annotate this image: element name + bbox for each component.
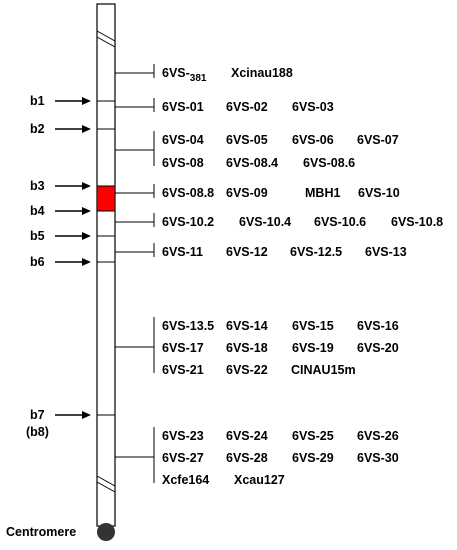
marker-label: 6VS-14	[226, 319, 268, 333]
marker-label: 6VS-18	[226, 341, 268, 355]
breakpoint-label-b4: b4	[30, 204, 45, 218]
breakpoint-label-b2: b2	[30, 122, 45, 136]
marker-label: 6VS-05	[226, 133, 268, 147]
marker-group	[115, 64, 155, 78]
chromosome-arm	[96, 3, 116, 527]
marker-label: 6VS-04	[162, 133, 204, 147]
marker-label: 6VS-381	[162, 66, 207, 84]
breakpoint-arrow-b3	[55, 182, 91, 190]
marker-label: 6VS-08.4	[226, 156, 278, 170]
marker-group	[115, 184, 155, 198]
marker-label: 6VS-21	[162, 363, 204, 377]
breakpoint-sublabel: (b8)	[26, 425, 49, 439]
breakpoint-arrow-b4	[55, 207, 91, 215]
centromere	[97, 523, 115, 541]
marker-label: CINAU15m	[291, 363, 356, 377]
break-mark-bottom	[96, 475, 116, 493]
marker-group	[115, 243, 155, 257]
breakpoint-label-b3: b3	[30, 179, 45, 193]
marker-label: 6VS-08.6	[303, 156, 355, 170]
marker-label: 6VS-01	[162, 100, 204, 114]
marker-label: 6VS-11	[162, 245, 203, 259]
marker-label: 6VS-03	[292, 100, 334, 114]
marker-group	[115, 213, 155, 227]
marker-label: 6VS-10.8	[391, 215, 443, 229]
breakpoint-label-b7: b7	[30, 408, 45, 422]
marker-label: 6VS-08.8	[162, 186, 214, 200]
marker-label: 6VS-29	[292, 451, 334, 465]
breakpoint-label-b5: b5	[30, 229, 45, 243]
break-mark-top	[96, 30, 116, 48]
marker-label: 6VS-10.4	[239, 215, 291, 229]
marker-label: 6VS-17	[162, 341, 204, 355]
breakpoint-layer: b1 b2 b3 b4 b5 b6 b7 (b8)	[26, 94, 91, 439]
marker-label: MBH1	[305, 186, 340, 200]
marker-label: 6VS-27	[162, 451, 204, 465]
marker-label: 6VS-06	[292, 133, 334, 147]
marker-label: 6VS-30	[357, 451, 399, 465]
marker-label: 6VS-28	[226, 451, 268, 465]
marker-label: 6VS-22	[226, 363, 268, 377]
breakpoint-arrow-b1	[55, 97, 91, 105]
marker-label: 6VS-10.6	[314, 215, 366, 229]
breakpoint-arrow-b7	[55, 411, 91, 419]
marker-layer: 6VS-381 Xcinau188 6VS-01 6VS-02 6VS-03 6VS-04…	[115, 64, 443, 487]
marker-group	[115, 98, 155, 112]
marker-label: 6VS-24	[226, 429, 268, 443]
marker-label: 6VS-26	[357, 429, 399, 443]
breakpoint-ticks	[97, 100, 115, 416]
marker-label: 6VS-20	[357, 341, 399, 355]
marker-label: 6VS-16	[357, 319, 399, 333]
breakpoint-arrow-b2	[55, 125, 91, 133]
marker-label: 6VS-09	[226, 186, 268, 200]
centromere-label: Centromere	[6, 525, 76, 539]
breakpoint-label-b6: b6	[30, 255, 45, 269]
marker-label: 6VS-12	[226, 245, 268, 259]
breakpoint-arrow-b6	[55, 258, 91, 266]
marker-label: 6VS-25	[292, 429, 334, 443]
marker-group	[115, 131, 155, 166]
marker-label: 6VS-13	[365, 245, 407, 259]
marker-group	[115, 317, 155, 373]
highlighted-segment	[97, 186, 115, 211]
breakpoint-label-b1: b1	[30, 94, 45, 108]
marker-label: 6VS-23	[162, 429, 204, 443]
marker-label: 6VS-12.5	[290, 245, 342, 259]
marker-label: Xcau127	[234, 473, 285, 487]
breakpoint-arrow-b5	[55, 232, 91, 240]
marker-group	[115, 427, 155, 483]
marker-label: 6VS-08	[162, 156, 204, 170]
marker-label: 6VS-10	[358, 186, 400, 200]
marker-label: Xcfe164	[162, 473, 209, 487]
marker-label: 6VS-07	[357, 133, 399, 147]
marker-label: 6VS-13.5	[162, 319, 214, 333]
marker-label: 6VS-02	[226, 100, 268, 114]
marker-label: Xcinau188	[231, 66, 293, 80]
marker-label: 6VS-19	[292, 341, 334, 355]
marker-label: 6VS-15	[292, 319, 334, 333]
marker-label: 6VS-10.2	[162, 215, 214, 229]
